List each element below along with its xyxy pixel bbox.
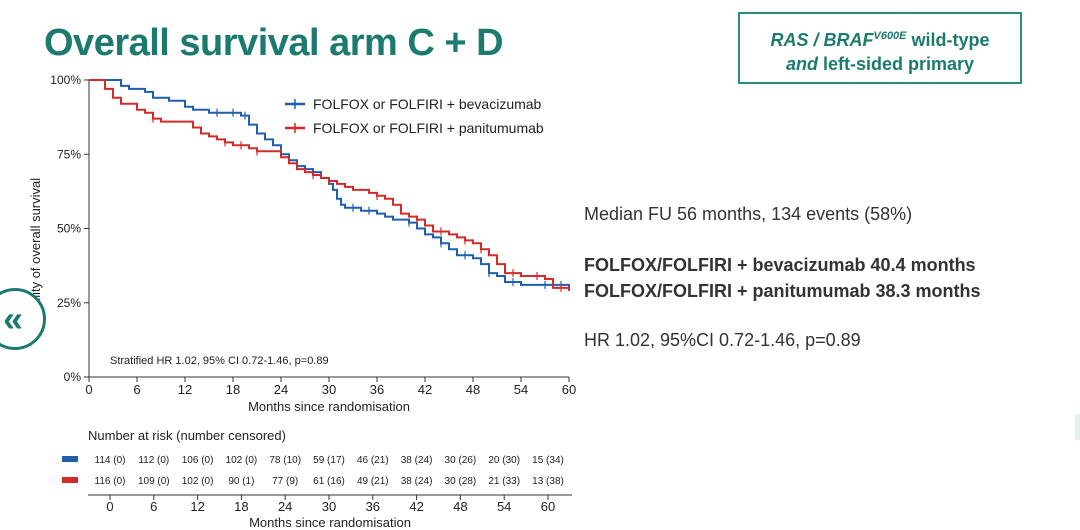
page-title: Overall survival arm C + D	[44, 22, 504, 64]
risk-count: 61 (16)	[313, 476, 345, 487]
x-tick-label: 18	[226, 382, 240, 397]
y-tick-label: 75%	[57, 147, 81, 161]
edge-tab	[1075, 414, 1080, 440]
panitumumab-median-text: FOLFOX/FOLFIRI + panitumumab 38.3 months	[584, 281, 981, 301]
risk-x-tick-label: 0	[106, 499, 113, 514]
risk-count: 38 (24)	[401, 476, 433, 487]
risk-count: 116 (0)	[95, 476, 126, 487]
x-tick-label: 12	[178, 382, 192, 397]
risk-count: 21 (33)	[488, 476, 520, 487]
x-tick-label: 36	[370, 382, 384, 397]
risk-count: 78 (10)	[269, 455, 301, 466]
median-followup-text: Median FU 56 months, 134 events (58%)	[584, 204, 913, 224]
risk-count: 102 (0)	[226, 455, 258, 466]
x-tick-label: 0	[85, 382, 92, 397]
risk-count: 102 (0)	[182, 476, 214, 487]
risk-count: 38 (24)	[401, 455, 433, 466]
y-tick-label: 0%	[64, 370, 82, 384]
risk-x-tick-label: 12	[190, 499, 204, 514]
back-nav-button[interactable]: «	[0, 288, 46, 350]
x-tick-label: 60	[562, 382, 576, 397]
risk-x-tick-label: 54	[497, 499, 511, 514]
risk-x-tick-label: 6	[150, 499, 157, 514]
risk-x-tick-label: 42	[409, 499, 423, 514]
stratified-hr-annotation: Stratified HR 1.02, 95% CI 0.72-1.46, p=…	[110, 355, 329, 367]
x-tick-label: 6	[133, 382, 140, 397]
risk-count: 109 (0)	[138, 476, 170, 487]
risk-x-tick-label: 30	[322, 499, 336, 514]
risk-x-tick-label: 24	[278, 499, 292, 514]
risk-count: 49 (21)	[357, 476, 389, 487]
x-tick-label: 24	[274, 382, 288, 397]
risk-count: 59 (17)	[313, 455, 345, 466]
risk-count: 106 (0)	[182, 455, 214, 466]
x-tick-label: 30	[322, 382, 336, 397]
x-tick-label: 42	[418, 382, 432, 397]
risk-count: 112 (0)	[138, 455, 169, 466]
risk-x-tick-label: 36	[366, 499, 380, 514]
y-tick-label: 25%	[57, 296, 81, 310]
risk-x-tick-label: 18	[234, 499, 248, 514]
risk-row-swatch	[62, 477, 78, 483]
bevacizumab-median-text: FOLFOX/FOLFIRI + bevacizumab 40.4 months	[584, 255, 976, 275]
x-tick-label: 48	[466, 382, 480, 397]
badge-line-1: RAS / BRAFV600E wild-type	[770, 30, 990, 50]
risk-count: 114 (0)	[95, 455, 126, 466]
risk-x-tick-label: 60	[541, 499, 555, 514]
risk-x-tick-label: 48	[453, 499, 467, 514]
double-chevron-left-icon: «	[3, 298, 24, 339]
population-badge: RAS / BRAFV600E wild-type and left-sided…	[738, 12, 1022, 84]
y-tick-label: 100%	[50, 73, 81, 87]
badge-line-2: and left-sided primary	[785, 54, 975, 74]
risk-count: 77 (9)	[272, 476, 298, 487]
risk-row-swatch	[62, 456, 78, 462]
risk-count: 46 (21)	[357, 455, 389, 466]
risk-count: 15 (34)	[532, 455, 564, 466]
risk-table-header: Number at risk (number censored)	[88, 428, 286, 443]
survival-curve-bevacizumab	[89, 79, 570, 288]
risk-x-axis-title: Months since randomisation	[249, 515, 411, 530]
x-axis-title: Months since randomisation	[248, 399, 410, 414]
hazard-ratio-text: HR 1.02, 95%CI 0.72-1.46, p=0.89	[584, 330, 861, 350]
y-tick-label: 50%	[57, 222, 81, 236]
risk-count: 90 (1)	[228, 476, 254, 487]
risk-count: 30 (26)	[445, 455, 477, 466]
risk-count: 13 (38)	[532, 476, 564, 487]
legend-label: FOLFOX or FOLFIRI + panitumumab	[313, 120, 544, 136]
x-tick-label: 54	[514, 382, 528, 397]
risk-count: 20 (30)	[488, 455, 520, 466]
y-axis-title: ability of overall survival	[28, 178, 43, 315]
legend-label: FOLFOX or FOLFIRI + bevacizumab	[313, 96, 542, 112]
risk-count: 30 (28)	[445, 476, 477, 487]
survival-curve-panitumumab	[89, 79, 570, 291]
